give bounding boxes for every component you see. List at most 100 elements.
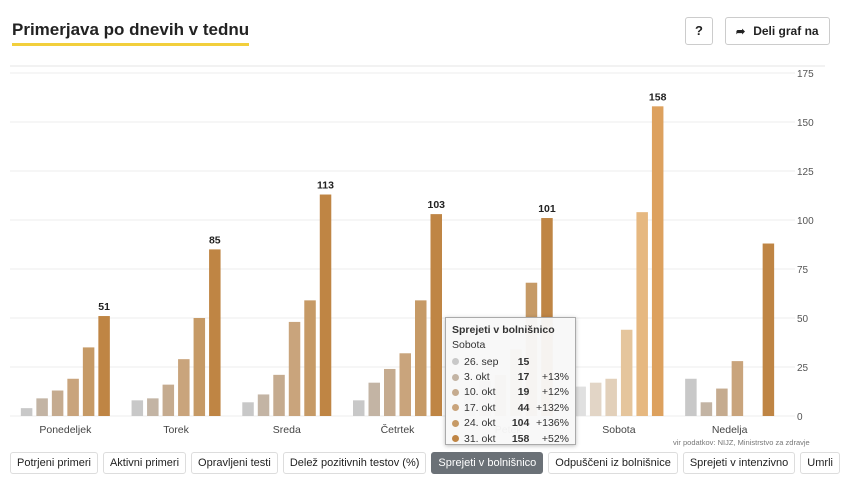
tooltip-date: 10. okt: [464, 386, 496, 399]
tooltip-date: 17. okt: [464, 401, 496, 414]
bar: [20, 408, 33, 416]
tooltip-change: +136%: [536, 417, 569, 430]
bar: [731, 361, 744, 416]
x-category-label: Sobota: [602, 424, 635, 436]
chart-title: Primerjava po dnevih v tednu: [12, 20, 250, 46]
bar-value-label: 85: [209, 234, 221, 246]
bar: [685, 378, 697, 416]
tooltip-change: +132%: [536, 401, 569, 414]
bar: [399, 353, 411, 416]
metric-tab[interactable]: Opravljeni testi: [191, 452, 278, 474]
y-tick-label: 25: [797, 363, 809, 374]
y-tick-label: 100: [797, 216, 814, 227]
bar: [605, 378, 617, 416]
tooltip-change: +52%: [541, 432, 569, 445]
bar: [36, 398, 48, 416]
help-button[interactable]: ?: [685, 17, 713, 45]
bar: [131, 400, 144, 416]
bar: [273, 374, 285, 416]
tooltip-date: 24. okt: [464, 417, 496, 430]
tooltip-value: 104: [511, 417, 530, 430]
bar: [430, 214, 442, 416]
series-color-dot: [452, 435, 459, 443]
tooltip-change: +13%: [541, 371, 569, 384]
bar: [178, 359, 190, 416]
bar: [589, 382, 602, 416]
bar: [651, 106, 664, 416]
bar: [415, 300, 427, 416]
tooltip-value: 19: [517, 386, 530, 399]
metric-tab[interactable]: Potrjeni primeri: [10, 452, 98, 474]
metric-tab[interactable]: Umrli: [800, 452, 840, 474]
y-tick-label: 0: [797, 412, 803, 423]
metric-tab[interactable]: Odpuščeni iz bolnišnice: [548, 452, 678, 474]
tooltip-row: 26. sep 15: [452, 354, 569, 369]
series-color-dot: [452, 388, 459, 396]
share-arrow-icon: ➦: [736, 26, 746, 38]
share-label: Deli graf na: [753, 24, 819, 38]
tooltip-value: 158: [511, 432, 530, 445]
bar: [67, 378, 79, 416]
data-source: vir podatkov: NIJZ, Ministrstvo za zdrav…: [673, 438, 810, 447]
bar-value-label: 101: [538, 203, 556, 215]
tooltip-value: 44: [517, 401, 530, 414]
bar: [716, 388, 728, 416]
series-color-dot: [452, 373, 459, 381]
bar: [636, 212, 648, 416]
tooltip-row: 3. okt 17 +13%: [452, 369, 569, 384]
bar: [257, 394, 270, 416]
tooltip-row: 31. okt 158 +52%: [452, 431, 569, 446]
y-tick-label: 75: [797, 265, 809, 276]
tooltip-subtitle: Sobota: [452, 339, 486, 351]
y-tick-label: 150: [797, 118, 814, 129]
tooltip-row: 24. okt 104 +136%: [452, 416, 569, 431]
y-tick-label: 50: [797, 314, 809, 325]
metric-tab[interactable]: Delež pozitivnih testov (%): [282, 452, 427, 474]
y-tick-label: 175: [797, 69, 814, 80]
tooltip-date: 31. okt: [464, 432, 496, 445]
tooltip-date: 26. sep: [464, 355, 499, 368]
x-category-label: Sreda: [273, 424, 301, 436]
tooltip-row: 10. okt 19 +12%: [452, 385, 569, 400]
bar: [147, 398, 159, 416]
x-category-label: Torek: [163, 424, 189, 436]
tooltip-row: 17. okt 44 +132%: [452, 400, 569, 415]
bar: [368, 382, 380, 416]
bar: [51, 390, 64, 416]
bar: [353, 400, 365, 416]
bar: [209, 249, 221, 416]
bar: [620, 329, 633, 416]
x-category-label: Ponedeljek: [39, 424, 92, 436]
bar: [288, 321, 301, 416]
tooltip-value: 15: [517, 355, 530, 368]
bar-chart: 0 25 50 75 100 125 150 175 51 Ponedeljek 85 Torek 11…: [10, 65, 825, 436]
bar: [319, 194, 332, 416]
tooltip-title: Sprejeti v bolnišnico: [452, 324, 555, 336]
tooltip-change: +12%: [541, 386, 569, 399]
series-color-dot: [452, 358, 459, 366]
bar: [193, 318, 206, 416]
bar: [304, 300, 316, 416]
bar-value-label: 158: [649, 91, 667, 103]
series-color-dot: [452, 419, 459, 427]
bar: [700, 402, 713, 416]
bar: [162, 384, 175, 416]
bar-value-label: 51: [98, 301, 110, 313]
y-tick-label: 125: [797, 167, 814, 178]
bar-value-label: 113: [317, 180, 334, 192]
x-category-label: Nedelja: [712, 424, 748, 436]
share-button[interactable]: ➦ Deli graf na: [725, 17, 830, 45]
metric-tabs: Potrjeni primeri Aktivni primeri Opravljen…: [10, 452, 842, 474]
x-category-label: Četrtek: [381, 423, 416, 436]
tooltip-date: 3. okt: [464, 371, 490, 384]
metric-tab[interactable]: Sprejeti v intenzivno: [682, 452, 796, 474]
bar: [384, 368, 396, 416]
chart-tooltip: Sprejeti v bolnišnico Sobota 26. sep 15 3.…: [445, 317, 576, 445]
metric-tab[interactable]: Sprejeti v bolnišnico: [431, 452, 544, 474]
bar: [574, 386, 586, 416]
bar: [98, 316, 110, 416]
bar: [82, 347, 95, 416]
series-color-dot: [452, 404, 459, 412]
metric-tab[interactable]: Aktivni primeri: [102, 452, 187, 474]
bar-value-label: 103: [427, 199, 445, 211]
